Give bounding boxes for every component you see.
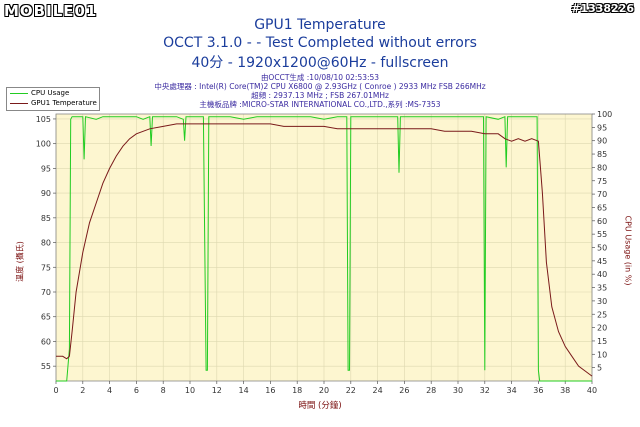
y-right-tick-label: 35: [597, 284, 607, 293]
y-left-tick-label: 90: [41, 189, 51, 198]
x-tick-label: 18: [292, 386, 302, 395]
y-right-tick-label: 45: [597, 257, 607, 266]
y-left-tick-label: 100: [36, 140, 51, 149]
info-cpu: 中央處理器 : Intel(R) Core(TM)2 CPU X6800 @ 2…: [154, 82, 486, 91]
y-left-tick-label: 105: [36, 115, 51, 124]
x-tick-label: 4: [107, 386, 112, 395]
y-right-tick-label: 60: [597, 217, 607, 226]
y-right-tick-label: 85: [597, 150, 607, 159]
x-axis-title: 時間 (分鐘): [298, 401, 342, 411]
series-line-cpu-usage: [56, 115, 592, 382]
y-left-tick-label: 65: [41, 313, 51, 322]
y-left-tick-label: 75: [41, 263, 51, 272]
chart-subtitle-1: OCCT 3.1.0 - - Test Completed without er…: [163, 35, 477, 51]
x-tick-label: 22: [346, 386, 356, 395]
y-right-tick-label: 65: [597, 203, 607, 212]
legend-item-cpu: CPU Usage: [7, 88, 99, 98]
y-right-tick-label: 20: [597, 324, 607, 333]
y-left-tick-label: 95: [41, 164, 51, 173]
y-left-tick-label: 85: [41, 214, 51, 223]
y-right-tick-label: 75: [597, 177, 607, 186]
x-tick-label: 2: [80, 386, 85, 395]
y-right-tick-label: 90: [597, 137, 607, 146]
y-right-tick-label: 95: [597, 123, 607, 132]
legend-item-gpu: GPU1 Temperature: [7, 98, 99, 108]
x-tick-label: 30: [453, 386, 463, 395]
y-right-tick-label: 30: [597, 297, 607, 306]
info-motherboard: 主機板品牌 :MICRO-STAR INTERNATIONAL CO.,LTD.…: [199, 100, 441, 109]
x-tick-label: 28: [426, 386, 436, 395]
y-right-tick-label: 55: [597, 230, 607, 239]
x-tick-label: 6: [134, 386, 139, 395]
series-lines: [56, 115, 593, 382]
x-tick-label: 24: [373, 386, 383, 395]
x-tick-label: 32: [480, 386, 490, 395]
grid: [55, 114, 593, 381]
y-right-tick-label: 100: [597, 110, 612, 119]
chart-title: GPU1 Temperature: [254, 17, 386, 33]
y-left-tick-label: 80: [41, 239, 51, 248]
x-tick-label: 14: [239, 386, 249, 395]
x-tick-label: 34: [507, 386, 517, 395]
legend-label-gpu: GPU1 Temperature: [31, 99, 97, 107]
series-line-gpu-temperature: [56, 123, 593, 377]
x-tick-label: 20: [319, 386, 329, 395]
y-right-tick-label: 5: [597, 364, 602, 373]
x-tick-label: 38: [560, 386, 570, 395]
y-right-tick-label: 15: [597, 337, 607, 346]
chart-subtitle-2: 40分 - 1920x1200@60Hz - fullscreen: [191, 55, 449, 71]
legend-label-cpu: CPU Usage: [31, 89, 70, 97]
info-generated: 由OCCT生成 :10/08/10 02:53:53: [260, 73, 380, 82]
x-tick-label: 0: [53, 386, 58, 395]
y-left-tick-label: 55: [41, 362, 51, 371]
y-right-tick-label: 25: [597, 310, 607, 319]
x-tick-label: 36: [533, 386, 543, 395]
y-left-tick-label: 70: [41, 288, 51, 297]
y-right-tick-label: 40: [597, 270, 607, 279]
watermark: MOBILE01: [4, 2, 98, 20]
y-left-tick-label: 60: [41, 337, 51, 346]
x-tick-label: 40: [587, 386, 597, 395]
post-id: #1338226: [571, 2, 634, 15]
legend: CPU Usage GPU1 Temperature: [6, 87, 100, 111]
y-right-tick-label: 70: [597, 190, 607, 199]
ticks: 0 2 4 6 8 10 12 14 16 18 20 22 24 26 28 30 32 34 36 38 40556…: [36, 110, 613, 395]
y-right-tick-label: 50: [597, 244, 607, 253]
x-tick-label: 8: [161, 386, 166, 395]
x-tick-label: 16: [265, 386, 275, 395]
legend-swatch-gpu: [10, 103, 28, 104]
y-right-tick-label: 80: [597, 163, 607, 172]
x-tick-label: 12: [212, 386, 222, 395]
y-right-tick-label: 10: [597, 350, 607, 359]
legend-swatch-cpu: [10, 93, 28, 94]
x-tick-label: 26: [399, 386, 409, 395]
x-tick-label: 10: [185, 386, 195, 395]
info-overclock: 超頻 : 2937.13 MHz ; FSB 267.01MHz: [251, 91, 389, 100]
